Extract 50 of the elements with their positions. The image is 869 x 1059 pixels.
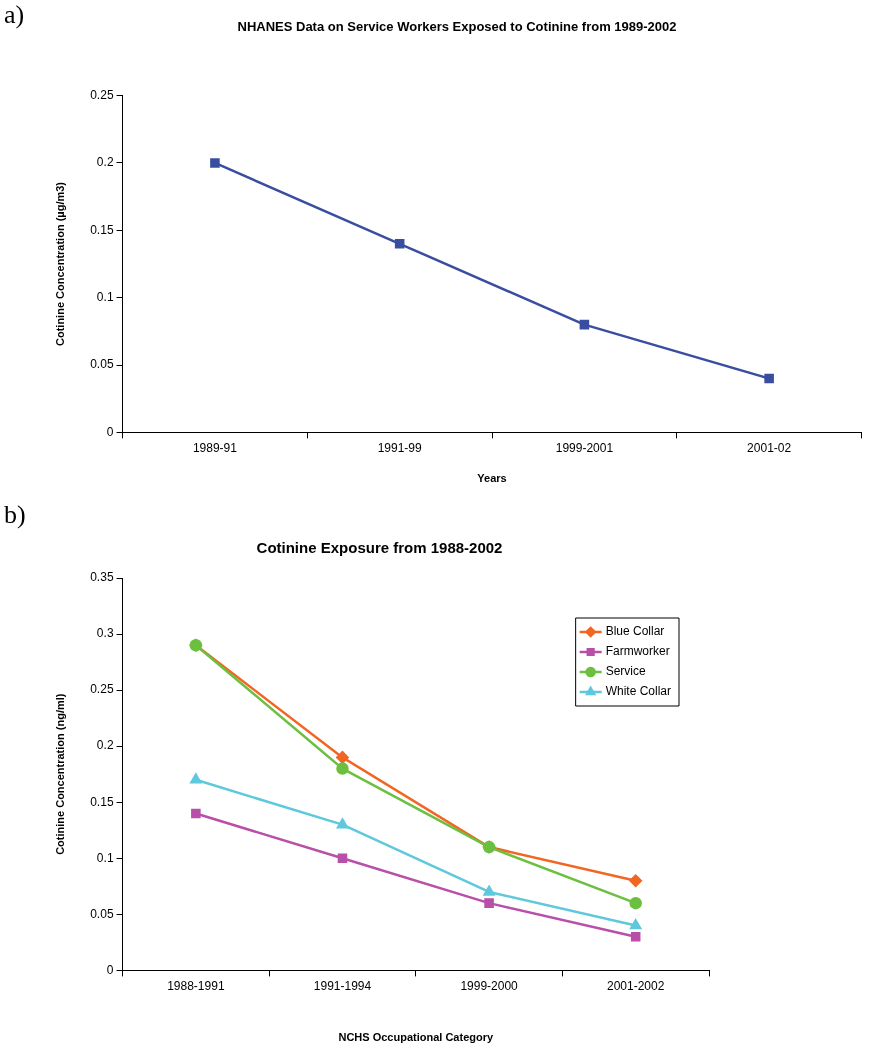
point bbox=[630, 919, 642, 930]
y-tick-label: 0.15 bbox=[90, 794, 114, 809]
y-tick-label: 0.2 bbox=[96, 155, 114, 170]
point bbox=[764, 373, 774, 384]
y-tick-label: 0.25 bbox=[90, 87, 114, 102]
y-tick-label: 0.35 bbox=[90, 570, 114, 585]
x-tick-label: 2001-2002 bbox=[607, 978, 665, 993]
legend-label: Farmworker bbox=[605, 644, 670, 659]
y-tick-label: 0.2 bbox=[96, 738, 114, 753]
x-tick-label: 1999-2000 bbox=[460, 978, 519, 993]
point bbox=[191, 808, 201, 819]
x-tick-label: 1991-1994 bbox=[313, 978, 372, 993]
chart-title: Cotinine Exposure from 1988-2002 bbox=[256, 539, 503, 557]
y-tick-label: 0.15 bbox=[90, 222, 114, 237]
x-tick-label: 1988-1991 bbox=[167, 978, 225, 993]
y-tick-label: 0 bbox=[106, 424, 114, 439]
point bbox=[484, 898, 494, 908]
point bbox=[336, 751, 349, 764]
point bbox=[336, 818, 349, 829]
legend-label: Service bbox=[605, 664, 646, 679]
point bbox=[579, 319, 590, 330]
text: b) bbox=[4, 500, 26, 530]
x-tick-label: 1999-2001 bbox=[555, 440, 614, 455]
chart-title: NHANES Data on Service Workers Exposed to Cotinine from 1989-2002 bbox=[237, 19, 677, 35]
x-axis-title: Years bbox=[477, 472, 507, 485]
x-axis-title: NCHS Occupational Category bbox=[338, 1031, 494, 1044]
text: a) bbox=[4, 0, 25, 30]
point bbox=[483, 885, 495, 896]
x-tick-label: 2001-02 bbox=[747, 440, 792, 455]
y-tick-label: 0.1 bbox=[96, 289, 114, 304]
point bbox=[336, 762, 349, 775]
x-tick-label: 1991-99 bbox=[377, 440, 422, 455]
x-tick-label: 1989-91 bbox=[192, 440, 238, 455]
point bbox=[630, 931, 641, 942]
point bbox=[210, 158, 220, 168]
y-tick-label: 0 bbox=[106, 962, 114, 977]
legend-label: White Collar bbox=[605, 684, 672, 699]
point bbox=[629, 896, 642, 910]
y-tick-label: 0.05 bbox=[90, 906, 114, 921]
point bbox=[337, 853, 348, 864]
legend-label: Blue Collar bbox=[605, 624, 665, 639]
y-axis-title: Cotinine Concentration (µg/m3) bbox=[53, 181, 66, 347]
y-tick-label: 0.25 bbox=[90, 682, 114, 697]
point bbox=[394, 239, 405, 249]
y-tick-label: 0.05 bbox=[90, 357, 114, 372]
point bbox=[190, 773, 202, 784]
y-tick-label: 0.1 bbox=[96, 850, 114, 865]
point bbox=[629, 874, 642, 887]
y-tick-label: 0.3 bbox=[96, 626, 114, 641]
y-axis-title: Cotinine Concentration (ng/ml) bbox=[53, 693, 66, 855]
